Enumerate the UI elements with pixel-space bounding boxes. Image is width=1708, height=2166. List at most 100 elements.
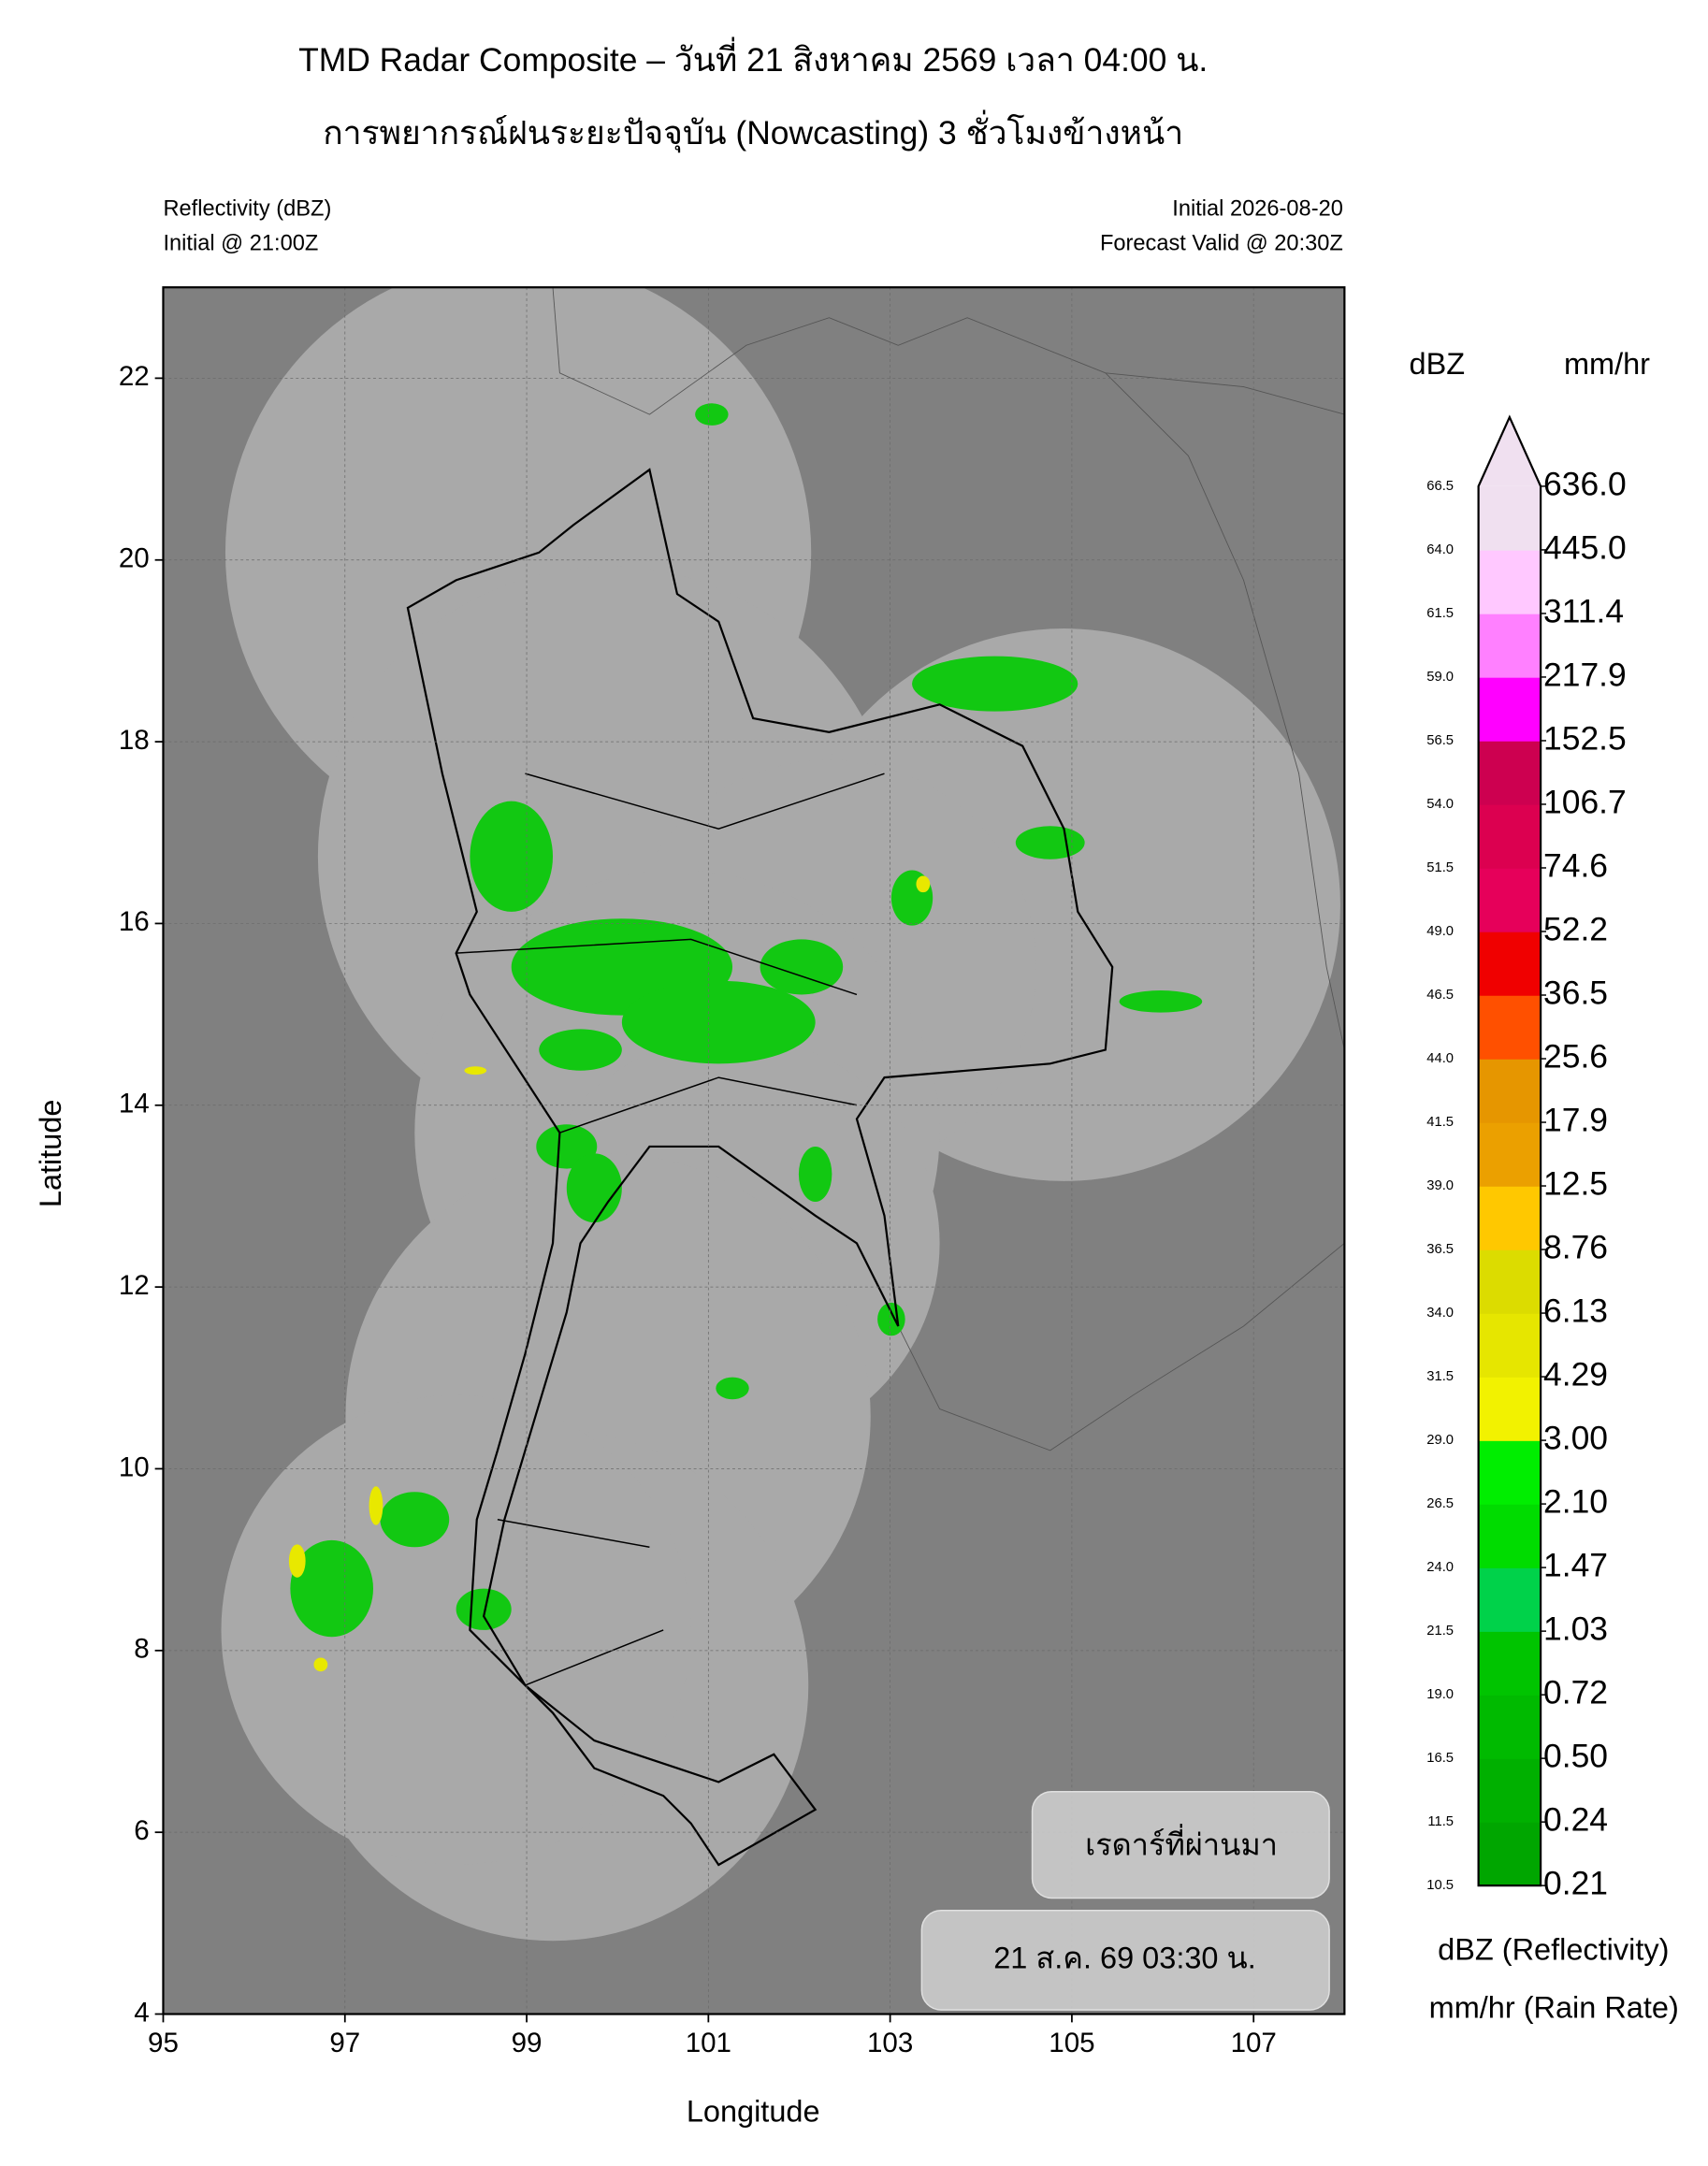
colorbar-segment: [1478, 613, 1542, 678]
colorbar-segment: [1478, 549, 1542, 614]
colorbar-dbz-label: 19.0: [1426, 1687, 1454, 1702]
colorbar-dbz-label: 44.0: [1426, 1051, 1454, 1066]
colorbar-dbz-label: 49.0: [1426, 924, 1454, 939]
colorbar-rate-label: 0.72: [1543, 1673, 1608, 1711]
colorbar-segment: [1478, 740, 1542, 805]
colorbar-segment: [1478, 1758, 1542, 1823]
colorbar-rate-label: 152.5: [1543, 719, 1627, 757]
y-tick-label: 4: [134, 1997, 149, 2028]
colorbar-rate-label: 6.13: [1543, 1292, 1608, 1329]
colorbar-segment: [1478, 1313, 1542, 1378]
colorbar-segment: [1478, 1567, 1542, 1632]
colorbar-rate-label: 8.76: [1543, 1228, 1608, 1265]
colorbar-segment: [1478, 676, 1542, 742]
colorbar-rate-label: 2.10: [1543, 1482, 1608, 1520]
colorbar-dbz-label: 24.0: [1426, 1560, 1454, 1575]
y-tick-label: 8: [134, 1634, 149, 1665]
colorbar-rate-label: 12.5: [1543, 1164, 1608, 1202]
y-tick-label: 10: [119, 1451, 150, 1482]
colorbar-segment: [1478, 1440, 1542, 1505]
colorbar-dbz-label: 34.0: [1426, 1306, 1454, 1321]
colorbar-rate-label: 25.6: [1543, 1037, 1608, 1075]
colorbar-segment: [1478, 485, 1542, 551]
colorbar-extension: [1478, 417, 1542, 486]
colorbar-segment: [1478, 1249, 1542, 1314]
badge: [1031, 1790, 1330, 1899]
chart-subtitle: การพยากรณ์ฝนระยะปัจจุบัน (Nowcasting) 3 …: [323, 109, 1183, 152]
colorbar-segment: [1478, 1186, 1542, 1250]
colorbar-segment: [1478, 1377, 1542, 1441]
colorbar-rate-label: 1.03: [1543, 1610, 1608, 1647]
x-axis-label: Longitude: [687, 2094, 820, 2128]
info-left: Initial @ 21:00Z: [163, 232, 318, 256]
colorbar-rate-label: 217.9: [1543, 656, 1627, 693]
badge-text: 21 ส.ค. 69 03:30 น.: [993, 1941, 1256, 1974]
colorbar-rate-label: 0.50: [1543, 1737, 1608, 1774]
colorbar-rate-label: 3.00: [1543, 1419, 1608, 1456]
colorbar-rate-label: 52.2: [1543, 910, 1608, 947]
chart-title: TMD Radar Composite – วันที่ 21 สิงหาคม …: [298, 36, 1208, 79]
colorbar-segment: [1478, 931, 1542, 996]
colorbar-segment: [1478, 1122, 1542, 1187]
info-left: Reflectivity (dBZ): [163, 197, 331, 222]
y-tick-label: 16: [119, 906, 150, 937]
x-tick-label: 101: [686, 2028, 731, 2058]
colorbar-dbz-label: 64.0: [1426, 542, 1454, 557]
colorbar-rate-label: 17.9: [1543, 1101, 1608, 1138]
province-borders: [456, 773, 885, 1686]
info-right: Initial 2026-08-20: [1172, 197, 1343, 222]
colorbar-dbz-label: 66.5: [1426, 479, 1454, 494]
info-right: Forecast Valid @ 20:30Z: [1100, 232, 1343, 256]
y-tick-label: 20: [119, 543, 150, 574]
colorbar-segment: [1478, 867, 1542, 932]
colorbar-dbz-label: 16.5: [1426, 1751, 1454, 1766]
colorbar-dbz-label: 21.5: [1426, 1624, 1454, 1639]
colorbar-segment: [1478, 1504, 1542, 1568]
colorbar-rate-label: 445.0: [1543, 528, 1627, 566]
rain-echoes: [290, 403, 1203, 1638]
colorbar-dbz-label: 26.5: [1426, 1496, 1454, 1511]
x-tick-label: 97: [329, 2028, 360, 2058]
colorbar-rate-label: 311.4: [1543, 592, 1624, 629]
colorbar-rate-label: 0.21: [1543, 1865, 1608, 1902]
colorbar-dbz-label: 41.5: [1426, 1115, 1454, 1130]
colorbar-segment: [1478, 1631, 1542, 1696]
rain-echoes-strong: [288, 875, 931, 1672]
badge-text: เรดาร์ที่ผ่านมา: [1085, 1823, 1278, 1861]
colorbar-segment: [1478, 1059, 1542, 1123]
x-tick-label: 107: [1231, 2028, 1277, 2058]
colorbar-rate-label: 36.5: [1543, 974, 1608, 1011]
colorbar-rate-label: 636.0: [1543, 465, 1627, 502]
colorbar-rate-label: 1.47: [1543, 1546, 1608, 1583]
thailand-border: [406, 468, 1114, 1867]
x-tick-label: 103: [867, 2028, 913, 2058]
colorbar-legend: dBZ (Reflectivity): [1438, 1933, 1669, 1967]
colorbar: 10.5 11.5 16.5 19.0 21.5 24.0 26.5 29.0 31.5 34.0…: [1426, 414, 1627, 1902]
colorbar-segment: [1478, 995, 1542, 1060]
colorbar-segment: [1478, 803, 1542, 869]
x-tick-label: 95: [148, 2028, 179, 2058]
colorbar-dbz-label: 39.0: [1426, 1178, 1454, 1193]
colorbar-dbz-label: 61.5: [1426, 606, 1454, 621]
y-tick-label: 14: [119, 1089, 150, 1119]
y-axis-label: Latitude: [34, 1100, 67, 1208]
colorbar-segment: [1478, 1695, 1542, 1759]
colorbar-rate-label: 4.29: [1543, 1355, 1608, 1393]
neighbor-borders: [552, 287, 1345, 1451]
colorbar-dbz-label: 59.0: [1426, 670, 1454, 685]
colorbar-dbz-label: 56.5: [1426, 733, 1454, 748]
x-tick-label: 105: [1049, 2028, 1094, 2058]
y-tick-label: 22: [119, 361, 150, 392]
plot-frame: [162, 286, 1346, 2015]
colorbar-title: mm/hr: [1564, 347, 1650, 381]
x-tick-label: 99: [512, 2028, 543, 2058]
colorbar-title: dBZ: [1410, 347, 1466, 381]
colorbar-dbz-label: 31.5: [1426, 1369, 1454, 1384]
colorbar-dbz-label: 29.0: [1426, 1433, 1454, 1448]
colorbar-dbz-label: 36.5: [1426, 1242, 1454, 1257]
colorbar-dbz-label: 11.5: [1427, 1814, 1454, 1829]
badge: [920, 1910, 1330, 2011]
y-tick-label: 18: [119, 725, 150, 756]
